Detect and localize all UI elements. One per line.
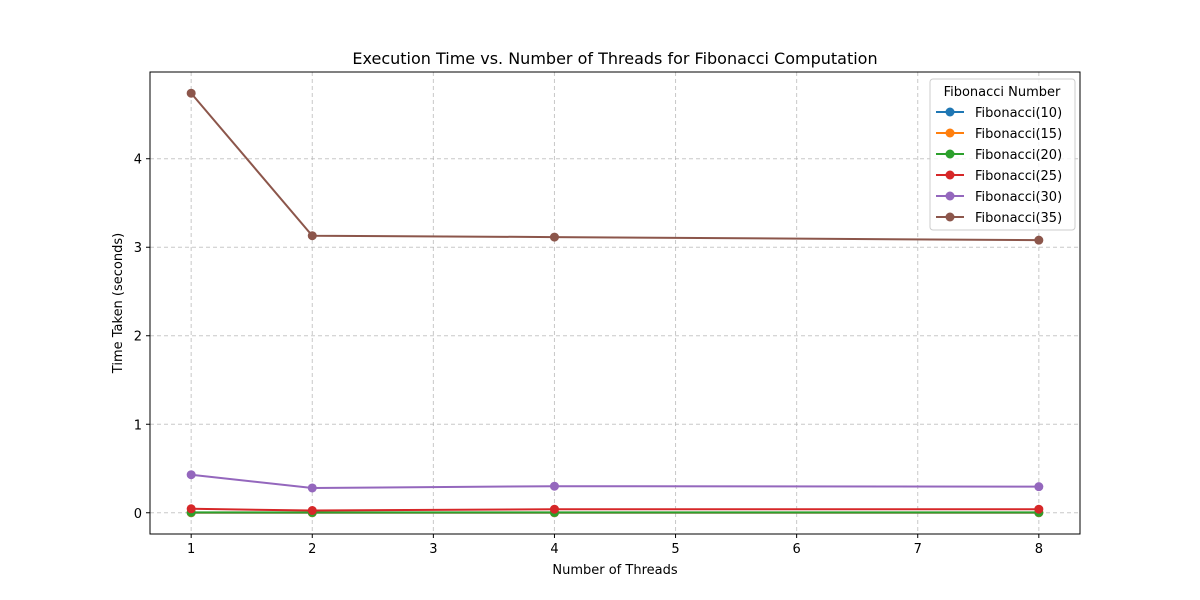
series-4 <box>186 504 1044 516</box>
legend-label: Fibonacci(20) <box>975 148 1062 163</box>
legend-marker <box>945 149 955 159</box>
legend-entry: Fibonacci(15) <box>936 127 1062 142</box>
legend-marker <box>945 107 955 117</box>
legend-entry: Fibonacci(35) <box>936 211 1062 226</box>
series-line <box>190 92 1039 242</box>
legend-entry: Fibonacci(10) <box>936 106 1062 121</box>
data-point <box>307 506 317 516</box>
data-point <box>549 504 559 514</box>
legend-box <box>929 78 1076 231</box>
series-lines <box>186 88 1044 518</box>
x-tick-label: 2 <box>308 542 316 557</box>
data-point <box>549 481 559 491</box>
y-tick-label: 2 <box>134 330 142 345</box>
legend-entry: Fibonacci(20) <box>936 148 1062 163</box>
legend-label: Fibonacci(15) <box>975 127 1062 142</box>
plot-frame <box>149 71 1081 535</box>
x-tick-label: 7 <box>914 542 922 557</box>
series-line <box>191 473 1039 489</box>
legend-entry: Fibonacci(25) <box>936 169 1062 184</box>
data-point <box>186 88 196 98</box>
data-point <box>186 470 196 480</box>
legend-label: Fibonacci(30) <box>975 190 1062 205</box>
y-tick-label: 1 <box>134 418 142 433</box>
data-point <box>549 232 559 242</box>
legend-title: Fibonacci Number <box>944 85 1061 100</box>
legend-marker <box>945 212 955 222</box>
y-tick-label: 4 <box>134 153 142 168</box>
legend-label: Fibonacci(25) <box>975 169 1062 184</box>
series-6 <box>186 88 1044 245</box>
series-line <box>191 507 1039 512</box>
x-axis-label: Number of Threads <box>552 563 677 578</box>
data-point <box>186 504 196 514</box>
legend-marker <box>945 128 955 138</box>
legend-marker <box>945 170 955 180</box>
axis-ticks: 1 2 3 4 5 6 7 8 0 1 2 3 4 <box>134 153 1043 557</box>
legend-label: Fibonacci(10) <box>975 106 1062 121</box>
x-tick-label: 5 <box>671 542 679 557</box>
data-point <box>1034 504 1044 514</box>
legend-marker <box>945 191 955 201</box>
series-5 <box>186 470 1044 493</box>
x-tick-label: 3 <box>429 542 437 557</box>
y-tick-label: 3 <box>134 241 142 256</box>
legend-label: Fibonacci(35) <box>975 211 1062 226</box>
data-point <box>1034 235 1044 245</box>
x-tick-label: 8 <box>1035 542 1043 557</box>
legend-entry: Fibonacci(30) <box>936 190 1062 205</box>
chart-title: Execution Time vs. Number of Threads for… <box>352 49 877 68</box>
data-point <box>307 483 317 493</box>
legend: Fibonacci Number Fibonacci(10) Fibonacci(… <box>929 78 1076 231</box>
x-tick-label: 1 <box>187 542 195 557</box>
y-axis-label: Time Taken (seconds) <box>111 233 126 374</box>
data-point <box>1034 482 1044 492</box>
data-point <box>307 231 317 241</box>
y-tick-label: 0 <box>134 507 142 522</box>
x-tick-label: 6 <box>793 542 801 557</box>
x-tick-label: 4 <box>550 542 558 557</box>
